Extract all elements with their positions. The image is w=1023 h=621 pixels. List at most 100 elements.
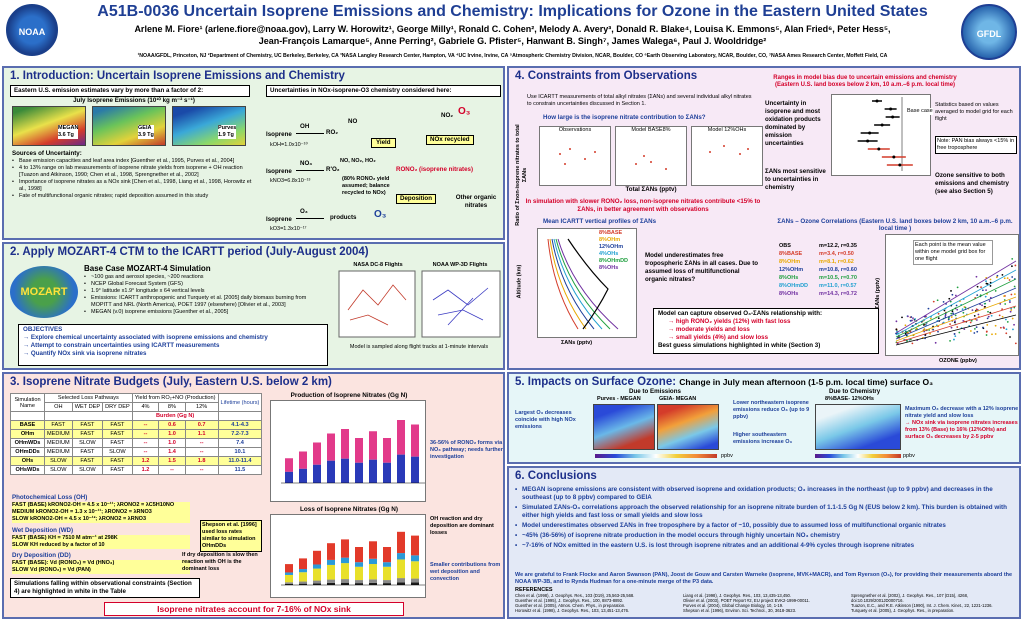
capture-box: Model can capture observed O₃-ΣANs relat… xyxy=(653,308,879,354)
scatter-point xyxy=(1003,295,1006,298)
scatter-point xyxy=(956,326,959,328)
bar xyxy=(355,562,363,567)
loss-chart xyxy=(270,514,426,598)
scatter-point xyxy=(954,294,957,297)
bar xyxy=(299,572,307,582)
scatter-point xyxy=(975,308,978,311)
scatter-point xyxy=(932,328,935,331)
bar xyxy=(383,462,391,483)
scatter-point xyxy=(971,309,974,312)
scatter-point xyxy=(915,327,918,330)
flight-caption: Model is sampled along flight tracks at … xyxy=(349,344,489,350)
due-emissions-title: Due to Emissions xyxy=(629,388,681,395)
ozone-sensitivity: Ozone sensitive to both emissions and ch… xyxy=(935,172,1009,195)
profile-line xyxy=(555,238,611,330)
scatter-point xyxy=(949,323,951,326)
conclusions-list: MEGAN isoprene emissions are consistent … xyxy=(515,486,1015,550)
scatter-point xyxy=(984,295,987,298)
scatter-point xyxy=(976,294,979,296)
bar xyxy=(341,458,349,483)
scatter-point xyxy=(976,285,979,288)
table-row: BASE FAST FAST FAST -- 0.6 0.7 4.1-4.3 xyxy=(10,420,263,430)
scatter-point xyxy=(969,330,972,332)
deposition-box: Deposition xyxy=(396,194,436,204)
section-5-title: 5. Impacts on Surface Ozone: Change in J… xyxy=(515,376,934,388)
bar xyxy=(355,580,363,584)
scatter-point xyxy=(927,307,930,310)
scatter-point xyxy=(986,317,989,320)
scatter-point xyxy=(1006,321,1009,323)
scatter-point xyxy=(925,315,927,318)
list-item: 12%OHm m=10.8, r=0.60 xyxy=(779,267,857,273)
section-4-constraints: 4. Constraints from Observations Use ICA… xyxy=(507,66,1021,370)
scatter-point xyxy=(956,308,959,311)
scatter-point xyxy=(928,329,931,331)
scatter-point xyxy=(896,330,898,333)
bar xyxy=(285,574,293,583)
scatter-point xyxy=(982,326,984,329)
chem-diff-label: 8%BASE- 12%OHs xyxy=(825,396,874,402)
ratio-conclusion: In simulation with slower RONO₂ loss, no… xyxy=(525,198,761,213)
bar xyxy=(313,583,321,585)
section-6-title: 6. Conclusions xyxy=(515,470,597,482)
section-2-mozart: 2. Apply MOZART-4 CTM to the ICARTT peri… xyxy=(2,242,505,370)
profile-line xyxy=(549,238,587,330)
bar xyxy=(327,543,335,560)
scatter-point xyxy=(969,321,972,324)
bar xyxy=(327,460,335,483)
map-geia-megan xyxy=(657,404,719,450)
bar xyxy=(341,582,349,585)
bar xyxy=(285,583,293,585)
scatter-point xyxy=(943,309,946,312)
bar xyxy=(355,583,363,585)
bar xyxy=(397,559,405,579)
scatter-point xyxy=(1003,327,1005,329)
profile-line xyxy=(551,238,595,330)
constraint-note: Simulations falling within observational… xyxy=(10,578,200,598)
stats-note: Statistics based on values averaged to m… xyxy=(935,102,1013,122)
bar xyxy=(369,541,377,559)
fit-line xyxy=(895,260,1017,334)
uncertainty-text: Uncertainty in isoprene and most oxidati… xyxy=(765,100,821,147)
map-purves-megan xyxy=(593,404,655,450)
scatter-point xyxy=(1011,257,1014,260)
scatter-point xyxy=(925,324,927,326)
list-item: Simulated ΣANs-O₃ correlations approach … xyxy=(515,504,1015,520)
scatter-point xyxy=(909,338,912,341)
scatter-point xyxy=(985,289,987,292)
scatter-point xyxy=(950,312,953,315)
scatter-point xyxy=(950,316,953,318)
scatter-point xyxy=(909,330,912,333)
bar xyxy=(299,468,307,483)
bias-chart xyxy=(831,94,931,176)
scatter-point xyxy=(989,311,992,314)
profile-line xyxy=(547,238,579,330)
section-2-title: 2. Apply MOZART-4 CTM to the ICARTT peri… xyxy=(10,246,369,258)
scatter-point xyxy=(895,328,898,331)
bar xyxy=(285,564,293,573)
emission-maps: MEGAN 3.6 Tg GEIA 3.9 Tg Purves 1.9 Tg xyxy=(12,106,247,148)
bar xyxy=(299,558,307,570)
ozone-note-1: Largest O₃ decreases coincide with high … xyxy=(515,410,576,430)
bias-point xyxy=(868,131,872,135)
unit-label-1: ppbv xyxy=(721,453,733,459)
bar xyxy=(397,578,405,583)
production-note: 36-56% of RONO₂ forms via NO₃ pathway; n… xyxy=(430,440,503,460)
bar xyxy=(369,459,377,483)
bar xyxy=(299,581,307,584)
constraints-intro: Use ICARTT measurements of total alkyl n… xyxy=(527,94,752,107)
scatter-point xyxy=(1005,332,1008,335)
bias-point xyxy=(891,115,895,119)
scatter-point xyxy=(1008,299,1011,302)
scatter-point xyxy=(1011,317,1014,320)
underestimate-note: Model underestimates free tropospheric Σ… xyxy=(645,252,759,283)
scatter-point xyxy=(964,306,967,309)
bias-point xyxy=(880,123,884,127)
flight-maps xyxy=(338,270,501,338)
dry-list: FAST (BASE): Vd (RONO₂) = Vd (HNO₃) SLOW … xyxy=(12,560,190,574)
scatter-point xyxy=(911,319,913,322)
dc8-title: NASA DC-8 Flights xyxy=(353,262,403,268)
due-chemistry-title: Due to Chemistry xyxy=(829,388,881,395)
scatter-point xyxy=(948,297,951,300)
bar xyxy=(313,550,321,565)
